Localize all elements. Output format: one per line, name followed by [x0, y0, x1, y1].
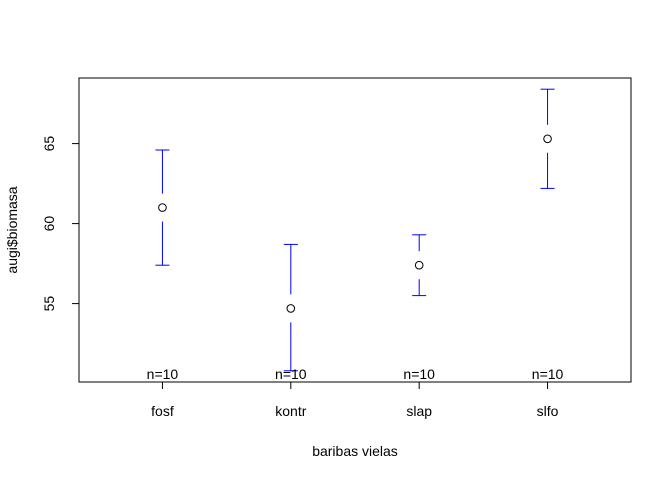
plot-area-frame — [78, 77, 632, 383]
y-axis-title: augi$biomasa — [4, 186, 20, 273]
count-label-slap: n=10 — [403, 366, 435, 382]
count-label-slfo: n=10 — [532, 366, 564, 382]
count-labels: n=10 n=10 n=10 n=10 — [147, 366, 564, 382]
error-bars — [155, 88, 555, 372]
x-axis: fosf kontr slap slfo — [151, 381, 559, 419]
x-tick-label-slfo: slfo — [537, 403, 559, 419]
mean-point-slfo — [543, 134, 552, 144]
y-tick-label: 65 — [41, 136, 57, 152]
y-axis: 55 60 65 — [41, 136, 80, 312]
count-label-kontr: n=10 — [275, 366, 307, 382]
y-tick-label: 60 — [41, 216, 57, 232]
x-tick-label-slap: slap — [406, 403, 432, 419]
mean-point-kontr — [286, 304, 296, 313]
mean-point-fosf — [158, 203, 167, 212]
mean-points — [158, 134, 552, 313]
y-tick-label: 55 — [41, 296, 57, 312]
x-tick-label-fosf: fosf — [151, 403, 174, 419]
count-label-fosf: n=10 — [147, 366, 179, 382]
mean-point-slap — [414, 260, 424, 270]
x-tick-label-kontr: kontr — [275, 403, 306, 419]
x-axis-title: baribas vielas — [312, 443, 398, 459]
